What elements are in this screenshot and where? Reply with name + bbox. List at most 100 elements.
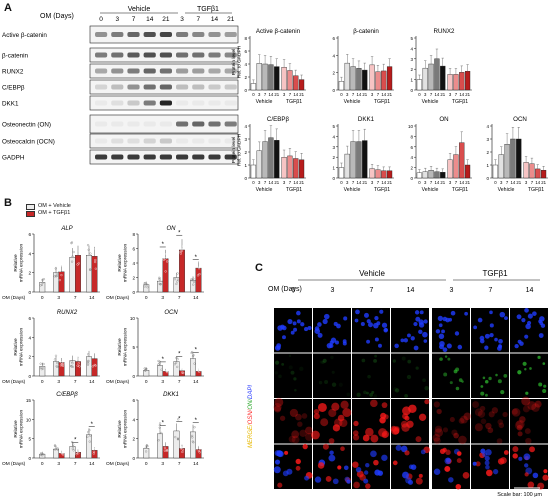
if-cell (415, 436, 422, 443)
if-cell (435, 329, 441, 334)
if-cell (492, 469, 499, 475)
if-cell (317, 332, 323, 338)
data-point (87, 353, 90, 356)
x-tick-label: 21 (465, 180, 470, 185)
x-tick-label: 7 (74, 461, 77, 467)
protein-chart-title: RUNX2 (434, 28, 456, 35)
data-point (60, 274, 63, 277)
if-cell (514, 343, 519, 349)
data-point (77, 362, 80, 365)
blot-row-label: GADPH (2, 155, 25, 162)
x-tick-label: 14 (435, 92, 440, 97)
y-tick-label: 6 (132, 247, 135, 252)
if-cell (517, 370, 522, 375)
data-point (76, 263, 79, 266)
if-cell (448, 317, 453, 322)
y-tick-label: 5 (28, 437, 31, 442)
blot-band (176, 154, 189, 160)
x-tick-label: 0 (418, 92, 421, 97)
protein-bar (386, 66, 393, 91)
protein-bar (350, 66, 356, 91)
x-tick-label: 14 (89, 461, 95, 467)
if-cell (364, 470, 369, 475)
if-day-label: 7 (489, 287, 493, 294)
blot-row-label: Osteonectin (ON) (2, 122, 51, 129)
if-cell (524, 334, 529, 339)
data-point (70, 365, 73, 368)
blot-band (111, 68, 124, 74)
x-tick-label: 7 (178, 379, 181, 385)
mrna-xlabel: OM (Days) (106, 461, 130, 467)
mrna-chart-title: ON (167, 226, 177, 232)
if-cell (363, 312, 369, 318)
data-point (78, 365, 81, 368)
if-side-merge: MERGE/ (248, 423, 254, 448)
if-cell (446, 343, 452, 349)
if-day-label: 0 (292, 287, 296, 294)
if-cell (292, 321, 297, 326)
data-point (176, 365, 179, 368)
if-cell (484, 333, 490, 339)
protein-chart-title: Active β-catenin (256, 28, 301, 35)
x-tick-label: 7 (377, 92, 380, 97)
if-cell (475, 461, 481, 467)
protein-bar (268, 137, 274, 179)
if-cell (477, 317, 483, 323)
blot-day-label: 14 (211, 16, 219, 23)
if-side-dapi: DAPI (248, 385, 254, 399)
protein-bar (281, 67, 287, 91)
blot-band (111, 52, 124, 58)
x-tick-label: 0 (418, 180, 421, 185)
data-point (192, 283, 195, 286)
if-cell (382, 430, 390, 438)
data-point (94, 349, 97, 353)
x-tick-label: 14 (381, 180, 386, 185)
data-point (56, 447, 59, 450)
y-tick-label: 4 (486, 124, 489, 129)
protein-bar (386, 170, 393, 179)
if-cell (321, 360, 325, 365)
protein-bar (422, 67, 428, 91)
mrna-chart-title: RUNX2 (57, 310, 78, 316)
protein-bar (440, 65, 446, 91)
if-cell (290, 330, 295, 335)
y-tick-label: 3 (244, 137, 247, 142)
x-group-tgf: TGFβ1 (374, 187, 390, 193)
if-cell (480, 448, 486, 454)
blot-band (111, 154, 124, 160)
x-tick-label: 21 (362, 180, 367, 185)
x-tick-label: 14 (435, 180, 440, 185)
mrna-bar (58, 271, 65, 293)
if-cell (343, 465, 349, 471)
data-point (88, 429, 91, 432)
if-cell (442, 347, 448, 353)
blot-band (127, 68, 140, 74)
if-cell (420, 449, 426, 455)
if-cell (322, 358, 327, 363)
data-point (89, 434, 92, 437)
x-group-vehicle: Vehicle (344, 187, 361, 193)
data-point (94, 267, 97, 270)
mrna-chart-title: DKK1 (163, 392, 179, 398)
if-cell (538, 382, 543, 387)
protein-bar (338, 81, 345, 91)
blot-band (95, 52, 108, 58)
blot-row-label: RUNX2 (2, 69, 24, 76)
sig-star: * (74, 438, 77, 444)
blot-band (143, 138, 156, 144)
if-image-tile (510, 353, 548, 398)
if-cell (295, 413, 302, 421)
if-cell (291, 435, 300, 444)
data-point (89, 252, 92, 255)
blot-band (192, 100, 205, 106)
mrna-bar (173, 430, 180, 459)
data-point (72, 443, 75, 446)
if-cell (337, 465, 342, 470)
if-cell (438, 333, 445, 340)
protein-bar (256, 63, 262, 91)
data-point (42, 278, 46, 281)
mrna-xlabel: OM (Days) (106, 295, 130, 301)
data-point (163, 449, 166, 452)
